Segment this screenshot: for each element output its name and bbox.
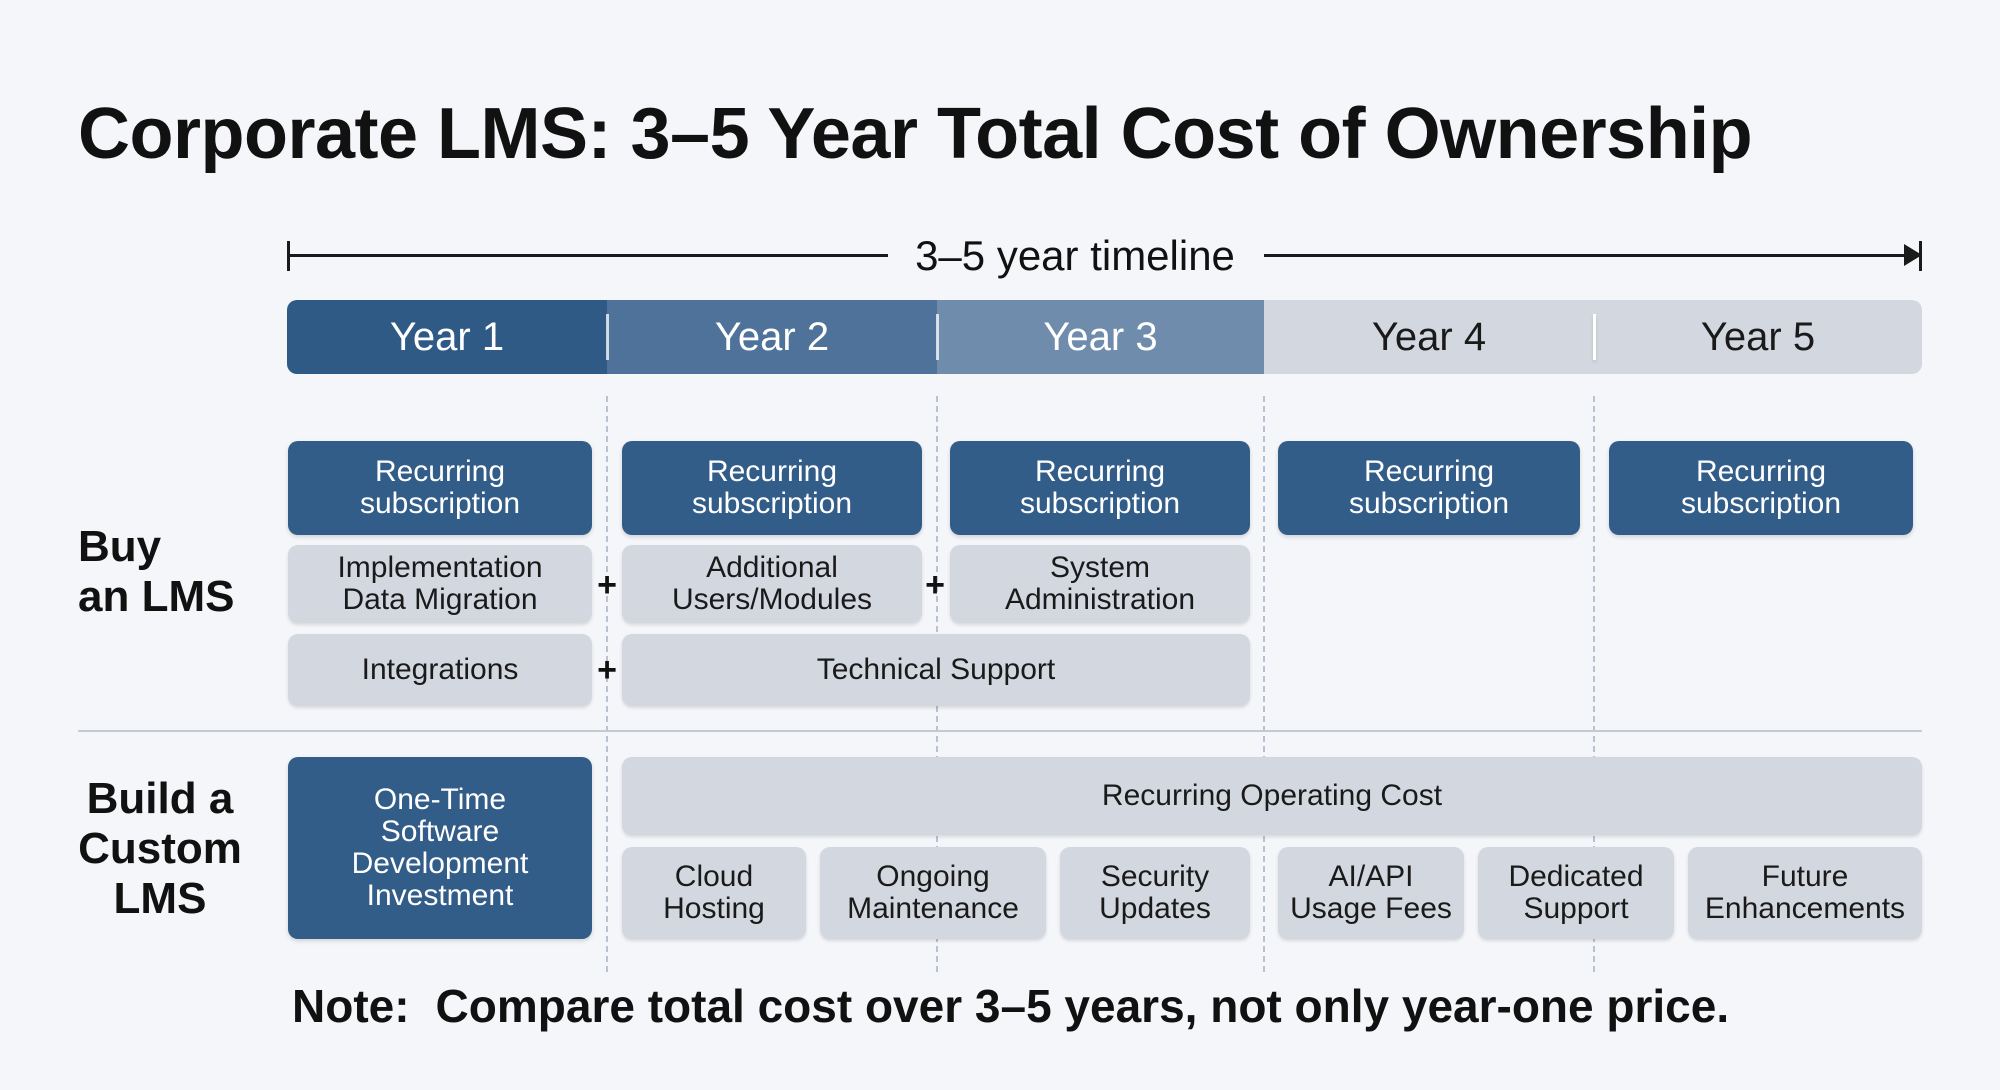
build-item-ongoing-maintenance: Ongoing Maintenance bbox=[820, 847, 1046, 939]
buy-subscription-year-1: Recurring subscription bbox=[288, 441, 592, 535]
timeline-line-left bbox=[288, 254, 888, 257]
buy-system-administration: System Administration bbox=[950, 545, 1250, 623]
year-boundary bbox=[1263, 396, 1265, 972]
buy-integrations: Integrations bbox=[288, 634, 592, 706]
timeline-arrow-icon bbox=[1904, 244, 1922, 266]
plus-icon: + bbox=[597, 651, 617, 689]
buy-technical-support: Technical Support bbox=[622, 634, 1250, 706]
year-header-1: Year 1 bbox=[287, 300, 607, 374]
buy-subscription-year-4: Recurring subscription bbox=[1278, 441, 1580, 535]
page-title: Corporate LMS: 3–5 Year Total Cost of Ow… bbox=[78, 94, 1753, 174]
timeline-end-cap bbox=[1919, 241, 1922, 271]
build-item-future-enhancements: Future Enhancements bbox=[1688, 847, 1922, 939]
buy-subscription-year-3: Recurring subscription bbox=[950, 441, 1250, 535]
build-recurring-operating-cost: Recurring Operating Cost bbox=[622, 757, 1922, 835]
build-one-time-investment: One-Time Software Development Investment bbox=[288, 757, 592, 939]
buy-row-label: Buy an LMS bbox=[78, 522, 235, 621]
plus-icon: + bbox=[597, 566, 617, 604]
timeline-line-right bbox=[1264, 254, 1920, 257]
year-separator bbox=[936, 314, 939, 360]
build-item-dedicated-support: Dedicated Support bbox=[1478, 847, 1674, 939]
year-header-4: Year 4 bbox=[1264, 300, 1594, 374]
section-divider bbox=[78, 730, 1922, 732]
build-item-security-updates: Security Updates bbox=[1060, 847, 1250, 939]
buy-subscription-year-5: Recurring subscription bbox=[1609, 441, 1913, 535]
year-header-2: Year 2 bbox=[607, 300, 937, 374]
year-header-3: Year 3 bbox=[937, 300, 1264, 374]
year-separator bbox=[606, 314, 609, 360]
year-separator bbox=[1593, 314, 1596, 360]
year-header-5: Year 5 bbox=[1594, 300, 1922, 374]
footer-note: Note: Compare total cost over 3–5 years, … bbox=[292, 980, 1730, 1032]
year-boundary bbox=[606, 396, 608, 972]
build-item-ai-api-usage-fees: AI/API Usage Fees bbox=[1278, 847, 1464, 939]
build-item-cloud-hosting: Cloud Hosting bbox=[622, 847, 806, 939]
timeline-label: 3–5 year timeline bbox=[915, 232, 1235, 279]
plus-icon: + bbox=[925, 566, 945, 604]
buy-additional-users: Additional Users/Modules bbox=[622, 545, 922, 623]
buy-subscription-year-2: Recurring subscription bbox=[622, 441, 922, 535]
year-boundary bbox=[1593, 396, 1595, 972]
buy-implementation: Implementation Data Migration bbox=[288, 545, 592, 623]
build-row-label: Build a Custom LMS bbox=[78, 774, 242, 923]
